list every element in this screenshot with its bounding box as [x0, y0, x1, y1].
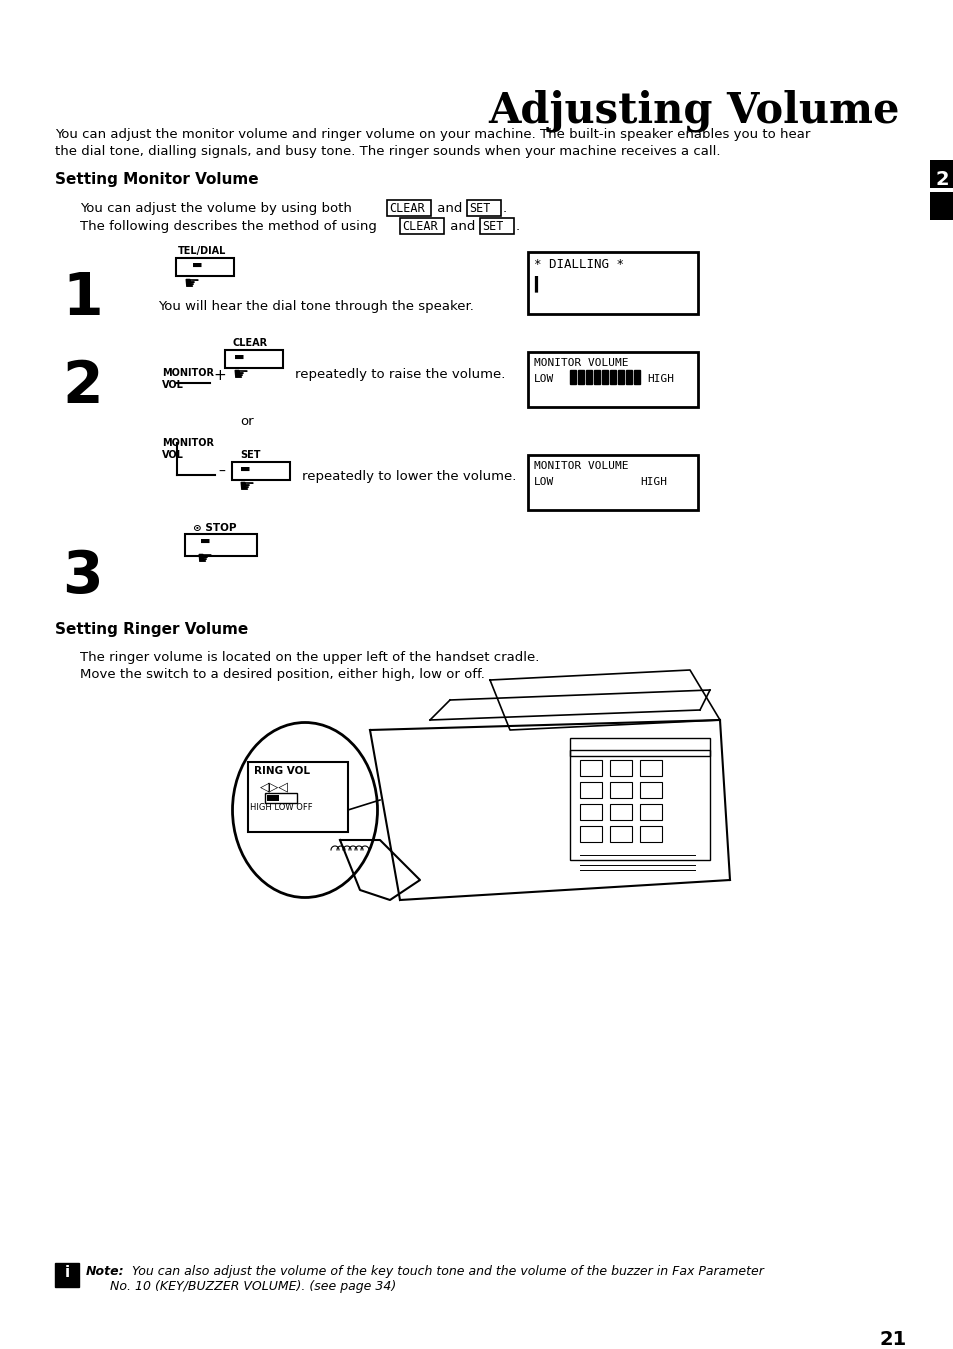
- Text: .: .: [516, 220, 519, 233]
- Bar: [634, 370, 639, 384]
- Bar: [225, 349, 283, 368]
- Text: ▬: ▬: [200, 536, 211, 546]
- Bar: [527, 252, 698, 314]
- Bar: [479, 219, 514, 233]
- Bar: [569, 370, 576, 384]
- Text: VOL: VOL: [162, 380, 184, 390]
- Text: ⊙ STOP: ⊙ STOP: [193, 523, 236, 533]
- Bar: [929, 192, 953, 220]
- Bar: [585, 370, 592, 384]
- Bar: [579, 826, 601, 842]
- Text: ☛: ☛: [237, 478, 253, 496]
- Text: SET: SET: [481, 220, 503, 233]
- Bar: [467, 200, 500, 216]
- Text: or: or: [240, 415, 253, 428]
- Bar: [609, 759, 631, 776]
- Text: MONITOR VOLUME: MONITOR VOLUME: [534, 461, 628, 471]
- Text: Setting Ringer Volume: Setting Ringer Volume: [55, 622, 248, 637]
- Bar: [579, 804, 601, 820]
- Text: CLEAR: CLEAR: [401, 220, 437, 233]
- Text: MONITOR: MONITOR: [162, 438, 213, 448]
- Text: SET: SET: [240, 451, 260, 460]
- Text: You can adjust the monitor volume and ringer volume on your machine. The built-i: You can adjust the monitor volume and ri…: [55, 128, 809, 142]
- Text: 21: 21: [879, 1330, 906, 1349]
- Bar: [929, 161, 953, 188]
- Text: Adjusting Volume: Adjusting Volume: [488, 90, 899, 132]
- Text: ▬: ▬: [240, 464, 251, 473]
- Bar: [399, 219, 443, 233]
- Text: repeatedly to raise the volume.: repeatedly to raise the volume.: [294, 368, 505, 380]
- Bar: [609, 826, 631, 842]
- Text: –: –: [218, 465, 225, 479]
- Text: ▬: ▬: [233, 352, 244, 362]
- Text: * DIALLING *: * DIALLING *: [534, 258, 623, 271]
- Bar: [618, 370, 623, 384]
- Bar: [579, 759, 601, 776]
- Text: and: and: [433, 202, 466, 214]
- Text: repeatedly to lower the volume.: repeatedly to lower the volume.: [302, 469, 516, 483]
- Text: .: .: [502, 202, 507, 214]
- Bar: [185, 534, 256, 556]
- Text: CLEAR: CLEAR: [389, 202, 424, 214]
- Bar: [569, 738, 709, 755]
- Text: The following describes the method of using: The following describes the method of us…: [80, 220, 381, 233]
- Bar: [601, 370, 607, 384]
- Bar: [609, 370, 616, 384]
- Text: Move the switch to a desired position, either high, low or off.: Move the switch to a desired position, e…: [80, 668, 484, 681]
- Text: SET: SET: [469, 202, 490, 214]
- Bar: [527, 352, 698, 407]
- Text: You can also adjust the volume of the key touch tone and the volume of the buzze: You can also adjust the volume of the ke…: [128, 1265, 763, 1278]
- Text: LOW: LOW: [534, 374, 554, 384]
- Text: 2: 2: [62, 357, 103, 415]
- Text: ☛: ☛: [195, 550, 212, 568]
- Text: No. 10 (KEY/BUZZER VOLUME). (see page 34): No. 10 (KEY/BUZZER VOLUME). (see page 34…: [86, 1280, 395, 1292]
- Bar: [55, 1263, 79, 1287]
- Text: VOL: VOL: [162, 451, 184, 460]
- Bar: [175, 258, 233, 277]
- Text: +: +: [213, 368, 226, 383]
- Bar: [265, 793, 296, 803]
- Text: ▬: ▬: [192, 260, 202, 270]
- Text: CLEAR: CLEAR: [233, 339, 268, 348]
- Text: Note:: Note:: [86, 1265, 125, 1278]
- Text: MONITOR VOLUME: MONITOR VOLUME: [534, 357, 628, 368]
- Text: ◁▷◁: ◁▷◁: [260, 780, 289, 793]
- Bar: [639, 804, 661, 820]
- Bar: [267, 795, 278, 801]
- Text: LOW: LOW: [534, 478, 554, 487]
- Text: The ringer volume is located on the upper left of the handset cradle.: The ringer volume is located on the uppe…: [80, 652, 538, 664]
- Bar: [639, 782, 661, 799]
- Bar: [609, 782, 631, 799]
- Bar: [639, 826, 661, 842]
- Bar: [594, 370, 599, 384]
- Text: ☛: ☛: [232, 366, 248, 384]
- Bar: [232, 461, 290, 480]
- Text: You will hear the dial tone through the speaker.: You will hear the dial tone through the …: [158, 299, 474, 313]
- Text: ▍: ▍: [534, 275, 542, 291]
- Text: HIGH: HIGH: [639, 478, 666, 487]
- Bar: [527, 455, 698, 510]
- Text: 3: 3: [62, 548, 103, 604]
- Bar: [569, 750, 709, 861]
- Text: You can adjust the volume by using both: You can adjust the volume by using both: [80, 202, 355, 214]
- Bar: [578, 370, 583, 384]
- Text: RING VOL: RING VOL: [253, 766, 310, 776]
- Text: Setting Monitor Volume: Setting Monitor Volume: [55, 173, 258, 188]
- Text: 1: 1: [62, 270, 103, 326]
- Text: i: i: [65, 1265, 70, 1280]
- Text: 2: 2: [934, 170, 948, 189]
- Text: and: and: [446, 220, 479, 233]
- Bar: [639, 759, 661, 776]
- Text: MONITOR: MONITOR: [162, 368, 213, 378]
- Bar: [579, 782, 601, 799]
- Bar: [625, 370, 631, 384]
- Text: ☛: ☛: [183, 275, 199, 293]
- Text: HIGH: HIGH: [646, 374, 673, 384]
- Bar: [248, 762, 348, 832]
- Bar: [387, 200, 431, 216]
- Text: HIGH LOW OFF: HIGH LOW OFF: [250, 803, 313, 812]
- Text: the dial tone, dialling signals, and busy tone. The ringer sounds when your mach: the dial tone, dialling signals, and bus…: [55, 144, 720, 158]
- Bar: [609, 804, 631, 820]
- Text: TEL/DIAL: TEL/DIAL: [178, 246, 226, 256]
